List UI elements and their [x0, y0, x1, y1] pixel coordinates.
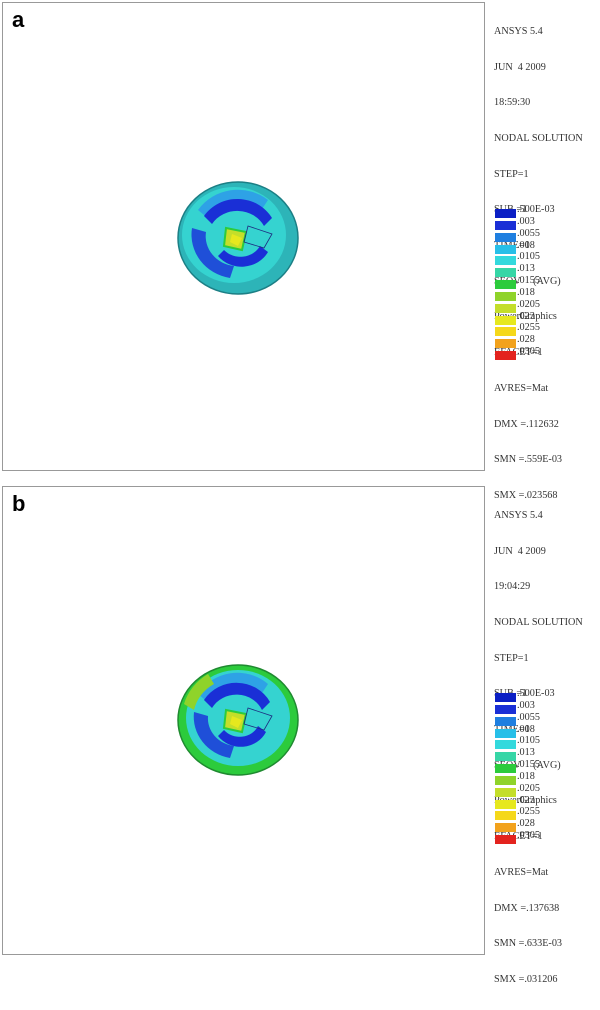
legend-label: .018 [517, 770, 535, 782]
legend-label: .008 [517, 723, 535, 735]
info-line: DMX =.112632 [494, 418, 559, 430]
info-line: 19:04:29 [494, 581, 531, 593]
legend-swatch [495, 835, 516, 845]
legend-label: .023 [517, 794, 535, 806]
info-line: DMX =.137638 [494, 902, 560, 914]
panel-b: b ANSYS 5.4 JUN 4 2009 19:04:29 NODAL SO… [0, 484, 600, 985]
legend-label: .028 [517, 334, 535, 346]
legend-swatch [495, 728, 516, 738]
legend-swatch [495, 268, 516, 278]
legend-label: .0305 [517, 346, 540, 358]
legend-label: .018 [517, 286, 535, 298]
info-line: PowerGraphics [494, 311, 557, 323]
info-line: ANSYS 5.4 [494, 25, 543, 37]
legend-swatch [495, 693, 516, 702]
info-line: 18:59:30 [494, 97, 531, 109]
legend-swatch [495, 280, 516, 290]
panel-a: a ANSYS 5.4 JUN 4 2009 18:59:30 NODAL SO… [0, 0, 600, 501]
legend-label: .0255 [517, 322, 540, 334]
info-line: STEP=1 [494, 168, 529, 180]
info-line: NODAL SOLUTION [494, 616, 583, 628]
legend-label: .0255 [517, 806, 540, 818]
legend-swatch [495, 787, 516, 797]
legend-label: .0155 [517, 275, 540, 287]
legend-swatch [495, 799, 516, 809]
legend-label: .008 [517, 239, 535, 251]
graphics-viewport: a [2, 2, 485, 471]
legend-label: .003 [517, 699, 535, 711]
legend-label: .013 [517, 747, 535, 759]
legend-label: .0055 [517, 227, 540, 239]
legend-swatch [495, 315, 516, 325]
info-line: EFACET=1 [494, 831, 543, 843]
info-line: JUN 4 2009 [494, 61, 546, 73]
info-line: SMN =.633E-03 [494, 938, 563, 950]
info-line: ANSYS 5.4 [494, 509, 543, 521]
graphics-viewport: b [2, 486, 485, 955]
stress-contour-model [177, 664, 299, 776]
info-line: EFACET=1 [494, 347, 543, 359]
info-line: JUN 4 2009 [494, 545, 546, 557]
legend-label: .028 [517, 818, 535, 830]
panel-letter: b [12, 491, 26, 516]
legend-swatch [495, 775, 516, 785]
legend-label: .0155 [517, 759, 540, 771]
legend-label: .003 [517, 215, 535, 227]
legend-label: .0105 [517, 735, 540, 747]
stress-contour-model [177, 181, 299, 295]
info-line: NODAL SOLUTION [494, 132, 583, 144]
info-line: SMX =.023568 [494, 489, 558, 501]
legend-swatch [495, 740, 516, 750]
legend-swatch [495, 752, 516, 762]
legend-swatch [495, 327, 516, 337]
legend-swatch [495, 351, 516, 361]
legend-swatch [495, 291, 516, 301]
legend-swatch [495, 704, 516, 714]
legend-swatch [495, 256, 516, 266]
legend-label: .500E-03 [517, 688, 555, 699]
legend-swatch [495, 811, 516, 821]
legend-swatch [495, 303, 516, 313]
legend-swatch [495, 232, 516, 242]
info-line: PowerGraphics [494, 795, 557, 807]
legend-swatch [495, 220, 516, 230]
info-line: AVRES=Mat [494, 382, 549, 394]
legend-label: .0305 [517, 830, 540, 842]
legend-label: .500E-03 [517, 204, 555, 215]
legend-label: .0105 [517, 251, 540, 263]
info-line: SMX =.031206 [494, 973, 558, 985]
legend-swatch [495, 209, 516, 218]
legend-swatch [495, 244, 516, 254]
legend-swatch [495, 339, 516, 349]
legend-swatch [495, 764, 516, 774]
info-line: SMN =.559E-03 [494, 454, 563, 466]
legend-label: .013 [517, 263, 535, 275]
panel-letter: a [12, 7, 25, 32]
color-legend: .500E-03 .003 .0055 .008 .0105 .013 .015… [494, 688, 600, 847]
info-line: STEP=1 [494, 652, 529, 664]
info-line: AVRES=Mat [494, 866, 549, 878]
color-legend: .500E-03 .003 .0055 .008 .0105 .013 .015… [494, 204, 600, 363]
legend-label: .023 [517, 310, 535, 322]
legend-label: .0205 [517, 298, 540, 310]
legend-label: .0205 [517, 782, 540, 794]
legend-swatch [495, 716, 516, 726]
legend-label: .0055 [517, 711, 540, 723]
legend-swatch [495, 823, 516, 833]
